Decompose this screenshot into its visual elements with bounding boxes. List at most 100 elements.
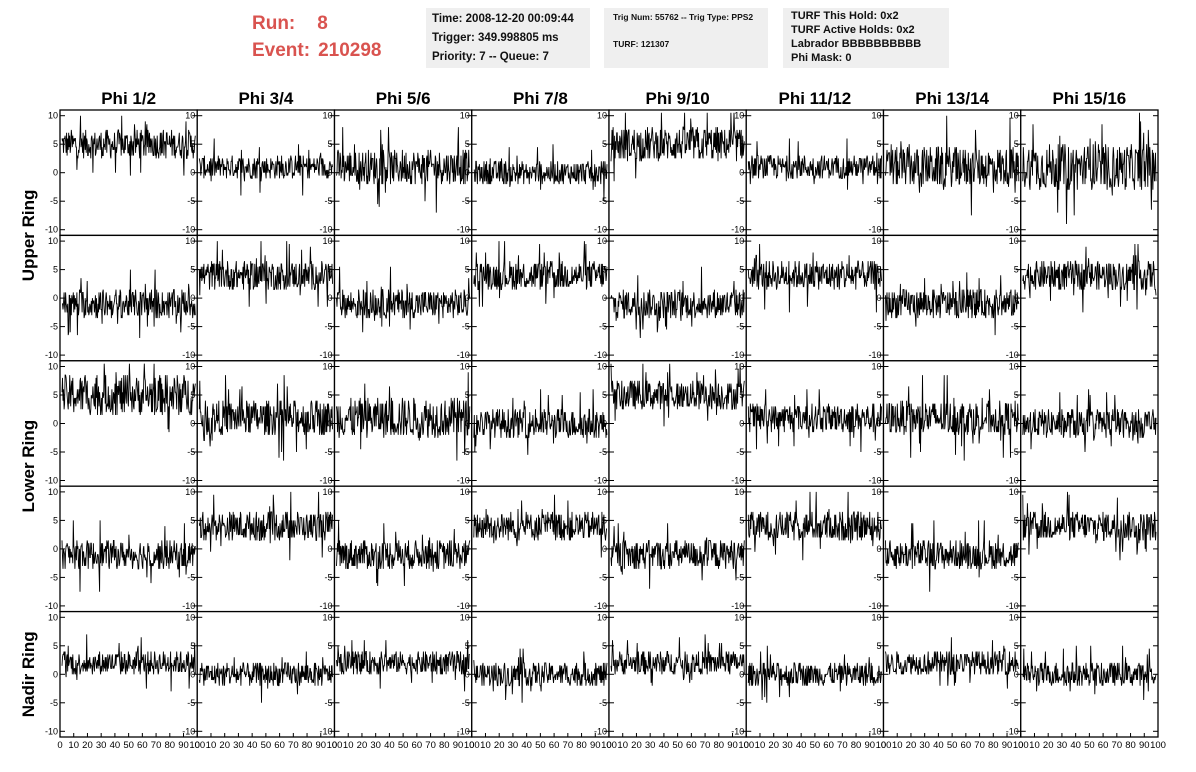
y-tick-label: 0 xyxy=(739,419,744,429)
x-tick-label: 0 xyxy=(195,740,200,751)
panel-r1-c4-trace xyxy=(610,266,745,339)
x-tick-label: 50 xyxy=(535,740,546,751)
y-tick-label: 10 xyxy=(734,236,744,246)
y-tick-label: 5 xyxy=(465,515,470,525)
panel-r0-c2-trace xyxy=(336,127,470,213)
y-tick-label: -10 xyxy=(868,476,881,486)
y-tick-label: 5 xyxy=(190,265,195,275)
phi-label-5: Phi 9/10 xyxy=(645,89,709,108)
panel-r1-c2-trace xyxy=(336,266,471,333)
y-tick-label: -10 xyxy=(319,476,332,486)
y-tick-label: 5 xyxy=(53,515,58,525)
y-tick-label: -5 xyxy=(324,447,332,457)
panel-r0-c6-trace xyxy=(885,115,1020,216)
y-tick-label: 5 xyxy=(465,139,470,149)
y-tick-label: 0 xyxy=(602,544,607,554)
panel-r2-c2-trace xyxy=(336,372,471,461)
y-tick-label: 10 xyxy=(185,487,195,497)
y-tick-label: 5 xyxy=(327,390,332,400)
y-tick-label: 0 xyxy=(1014,419,1019,429)
y-tick-label: -5 xyxy=(50,698,58,708)
x-tick-label: 40 xyxy=(110,740,121,751)
turf-active-text: TURF Active Holds: 0x2 xyxy=(791,24,915,36)
x-tick-label: 80 xyxy=(851,740,862,751)
y-tick-label: -10 xyxy=(1006,601,1019,611)
y-tick-label: 5 xyxy=(190,390,195,400)
x-tick-label: 20 xyxy=(494,740,505,751)
y-tick-label: 5 xyxy=(327,265,332,275)
x-tick-label: 10 xyxy=(755,740,766,751)
x-tick-label: 100 xyxy=(189,740,205,751)
y-tick-label: 0 xyxy=(1014,544,1019,554)
phi-label-6: Phi 11/12 xyxy=(778,89,851,108)
ring-label-2: Nadir Ring xyxy=(19,631,38,717)
x-tick-label: 30 xyxy=(782,740,793,751)
y-tick-label: 0 xyxy=(327,168,332,178)
panel-r2-c3-trace xyxy=(473,389,608,455)
panel-r3-c1-frame xyxy=(196,485,336,613)
panel-r1-c0-trace xyxy=(62,269,196,339)
y-tick-label: 5 xyxy=(602,390,607,400)
y-tick-label: 5 xyxy=(327,139,332,149)
panel-r3-c1-trace xyxy=(198,491,333,561)
y-tick-label: 0 xyxy=(876,293,881,303)
event-label: Event: xyxy=(252,40,311,61)
x-tick-label: 90 xyxy=(864,740,875,751)
y-tick-label: -5 xyxy=(324,698,332,708)
y-tick-label: 0 xyxy=(465,544,470,554)
x-tick-label: 10 xyxy=(480,740,491,751)
y-tick-label: 5 xyxy=(876,139,881,149)
y-tick-label: 10 xyxy=(871,487,881,497)
x-tick-label: 100 xyxy=(464,740,480,751)
y-tick-label: 5 xyxy=(327,641,332,651)
y-tick-label: -5 xyxy=(462,572,470,582)
y-tick-label: 10 xyxy=(48,362,58,372)
y-tick-label: 10 xyxy=(48,236,58,246)
y-tick-label: -10 xyxy=(457,350,470,360)
y-tick-label: 0 xyxy=(739,669,744,679)
y-tick-label: -5 xyxy=(462,196,470,206)
x-tick-label: 20 xyxy=(631,740,642,751)
y-tick-label: 10 xyxy=(1009,487,1019,497)
y-tick-label: 0 xyxy=(1014,669,1019,679)
panel-r4-c3-trace xyxy=(473,648,608,703)
y-tick-label: 10 xyxy=(734,111,744,121)
y-tick-label: 5 xyxy=(53,265,58,275)
panel-r3-c4-trace xyxy=(610,523,745,589)
panel-r1-c3-frame xyxy=(471,234,610,362)
x-tick-label: 70 xyxy=(288,740,299,751)
x-tick-label: 30 xyxy=(96,740,107,751)
y-tick-label: 5 xyxy=(739,139,744,149)
phi-label-1: Phi 1/2 xyxy=(101,89,156,108)
ring-label-0: Upper Ring xyxy=(19,190,38,282)
run-number: 8 xyxy=(317,13,328,34)
panel-r1-c0-frame xyxy=(59,234,198,362)
y-tick-label: 5 xyxy=(739,641,744,651)
x-tick-label: 0 xyxy=(1018,740,1023,751)
x-tick-label: 70 xyxy=(425,740,436,751)
panel-r0-c0-trace xyxy=(61,115,196,176)
y-tick-label: -5 xyxy=(50,572,58,582)
x-tick-label: 10 xyxy=(206,740,217,751)
panel-r3-c0-trace xyxy=(61,520,196,592)
x-tick-label: 30 xyxy=(645,740,656,751)
y-tick-label: 10 xyxy=(597,236,607,246)
x-tick-label: 20 xyxy=(219,740,230,751)
y-tick-label: -5 xyxy=(736,322,744,332)
y-tick-label: -5 xyxy=(599,322,607,332)
phi-label-3: Phi 5/6 xyxy=(376,89,431,108)
turf-info-panel: TURF This Hold: 0x2 TURF Active Holds: 0… xyxy=(783,8,949,68)
y-tick-label: -5 xyxy=(1011,572,1019,582)
x-tick-label: 100 xyxy=(601,740,617,751)
phi-label-4: Phi 7/8 xyxy=(513,89,568,108)
y-tick-label: -5 xyxy=(599,572,607,582)
y-tick-label: 10 xyxy=(1009,111,1019,121)
x-tick-label: 20 xyxy=(768,740,779,751)
x-tick-label: 10 xyxy=(617,740,628,751)
x-tick-label: 40 xyxy=(384,740,395,751)
x-tick-label: 50 xyxy=(1084,740,1095,751)
y-tick-label: 0 xyxy=(327,669,332,679)
y-tick-label: -10 xyxy=(182,225,195,235)
panel-r2-c4-trace xyxy=(610,363,745,427)
